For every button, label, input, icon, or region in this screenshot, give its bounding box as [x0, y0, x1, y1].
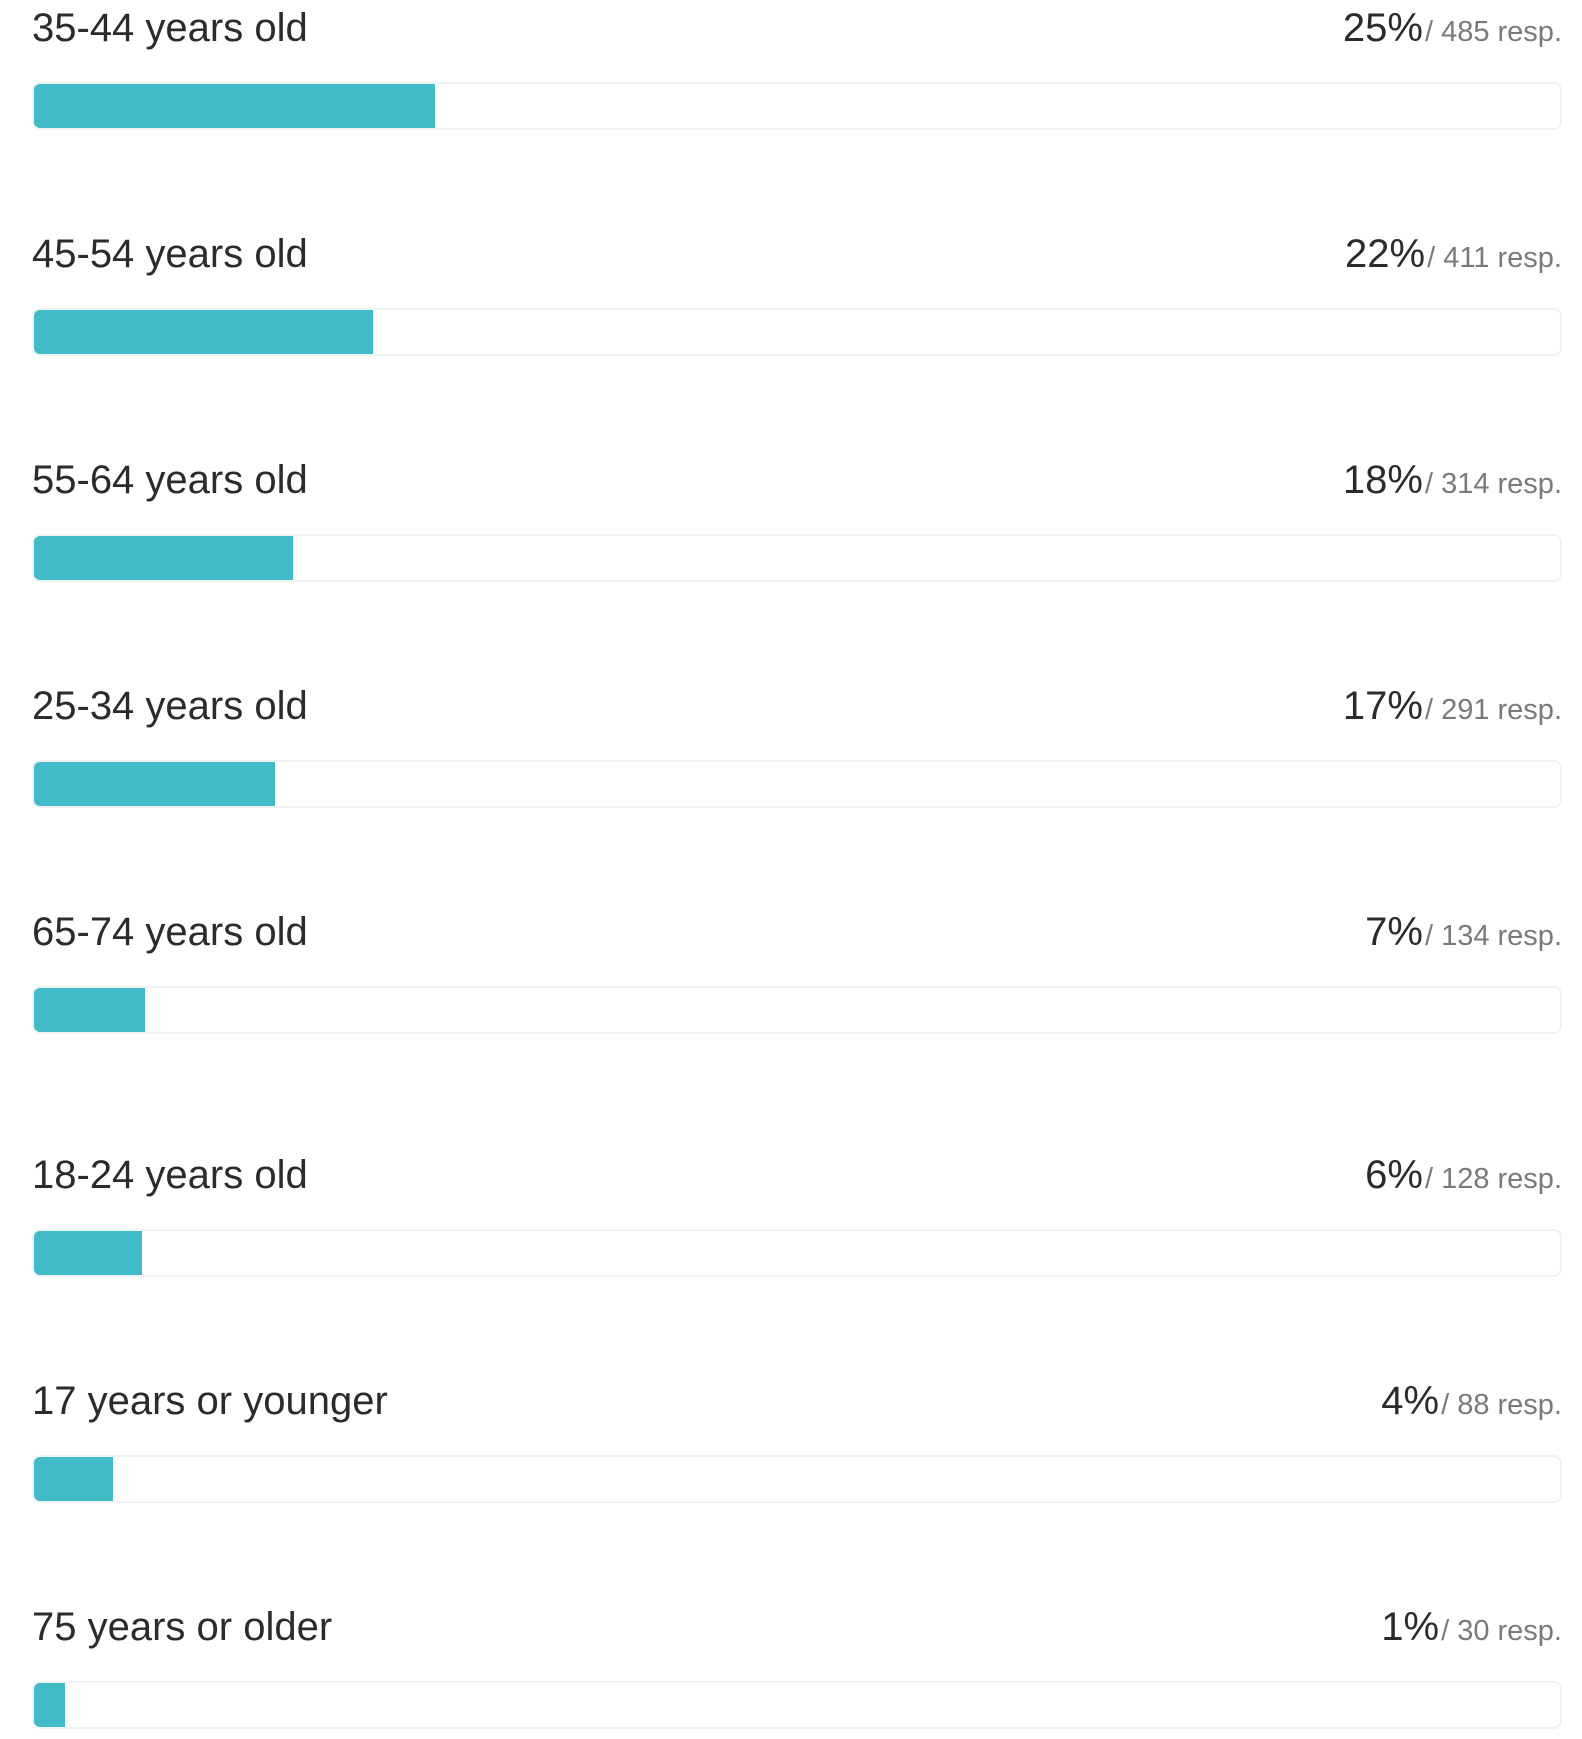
bar-fill	[34, 1457, 114, 1501]
bar-row: 35-44 years old 25%/ 485 resp.	[32, 0, 1562, 140]
percent-label: 4%	[1381, 1379, 1440, 1423]
bar-track	[32, 534, 1562, 582]
percent-label: 22%	[1345, 232, 1426, 276]
responses-label: / 291 resp.	[1424, 694, 1562, 726]
bar-fill	[34, 762, 276, 806]
bar-fill	[34, 988, 146, 1032]
category-label: 35-44 years old	[32, 6, 308, 50]
bar-row: 18-24 years old 6%/ 128 resp.	[32, 1147, 1562, 1287]
bar-row: 65-74 years old 7%/ 134 resp.	[32, 904, 1562, 1044]
responses-label: / 485 resp.	[1424, 16, 1562, 48]
category-label: 18-24 years old	[32, 1153, 308, 1197]
bar-fill	[34, 84, 436, 128]
stat-label: 4%/ 88 resp.	[1381, 1377, 1562, 1434]
bar-fill	[34, 1683, 65, 1727]
stat-label: 6%/ 128 resp.	[1365, 1151, 1562, 1208]
bar-track	[32, 1229, 1562, 1277]
bar-track	[32, 1681, 1562, 1729]
bar-track	[32, 82, 1562, 130]
category-label: 25-34 years old	[32, 684, 308, 728]
responses-label: / 128 resp.	[1424, 1163, 1562, 1195]
stat-label: 1%/ 30 resp.	[1381, 1603, 1562, 1660]
bar-row: 25-34 years old 17%/ 291 resp.	[32, 678, 1562, 818]
bar-fill	[34, 536, 294, 580]
percent-label: 18%	[1342, 458, 1423, 502]
bar-row: 17 years or younger 4%/ 88 resp.	[32, 1373, 1562, 1513]
stat-label: 22%/ 411 resp.	[1345, 230, 1562, 287]
bar-row: 45-54 years old 22%/ 411 resp.	[32, 226, 1562, 366]
bar-track	[32, 1455, 1562, 1503]
bar-row: 55-64 years old 18%/ 314 resp.	[32, 452, 1562, 592]
category-label: 45-54 years old	[32, 232, 308, 276]
stat-label: 18%/ 314 resp.	[1343, 456, 1562, 513]
bar-fill	[34, 310, 373, 354]
percent-label: 7%	[1365, 910, 1423, 954]
bar-track	[32, 760, 1562, 808]
percent-label: 25%	[1342, 6, 1423, 50]
stat-label: 7%/ 134 resp.	[1365, 908, 1562, 965]
category-label: 65-74 years old	[32, 910, 308, 954]
bar-track	[32, 986, 1562, 1034]
responses-label: / 314 resp.	[1424, 468, 1562, 500]
category-label: 55-64 years old	[32, 458, 308, 502]
bar-track	[32, 308, 1562, 356]
responses-label: / 30 resp.	[1441, 1615, 1562, 1647]
bar-fill	[34, 1231, 143, 1275]
responses-label: / 88 resp.	[1441, 1389, 1562, 1421]
percent-label: 6%	[1365, 1153, 1423, 1197]
stat-label: 17%/ 291 resp.	[1343, 682, 1562, 739]
bar-row: 75 years or older 1%/ 30 resp.	[32, 1599, 1562, 1739]
responses-label: / 411 resp.	[1427, 242, 1562, 274]
stat-label: 25%/ 485 resp.	[1343, 4, 1562, 61]
category-label: 17 years or younger	[32, 1379, 388, 1423]
percent-label: 17%	[1342, 684, 1423, 728]
responses-label: / 134 resp.	[1424, 920, 1562, 952]
category-label: 75 years or older	[32, 1605, 333, 1649]
percent-label: 1%	[1381, 1605, 1440, 1649]
